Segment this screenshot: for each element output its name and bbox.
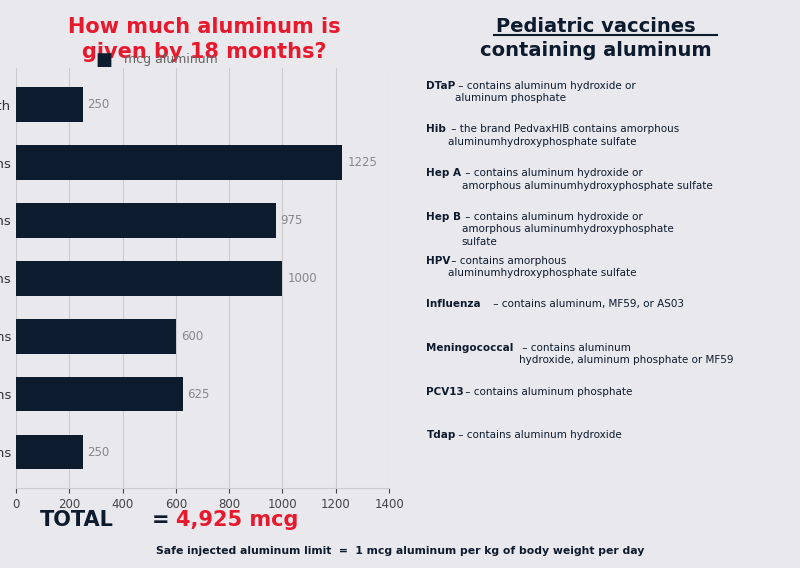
Text: Meningococcal: Meningococcal <box>426 343 514 353</box>
Text: 250: 250 <box>87 98 110 111</box>
Text: 600: 600 <box>181 329 203 343</box>
Text: 4,925 mcg: 4,925 mcg <box>176 509 298 530</box>
Text: Influenza: Influenza <box>426 299 481 310</box>
Text: PCV13: PCV13 <box>426 387 464 397</box>
Text: – contains amorphous
aluminumhydroxyphosphate sulfate: – contains amorphous aluminumhydroxyphos… <box>448 256 636 278</box>
Text: – contains aluminum, MF59, or AS03: – contains aluminum, MF59, or AS03 <box>490 299 684 310</box>
Text: Tdap: Tdap <box>426 431 456 440</box>
Bar <box>16 377 182 411</box>
Text: 1000: 1000 <box>287 272 317 285</box>
Text: How much aluminum is
given by 18 months?: How much aluminum is given by 18 months? <box>68 17 340 62</box>
Bar <box>16 319 176 354</box>
Text: ■: ■ <box>95 51 113 69</box>
Text: – contains aluminum hydroxide or
aluminum phosphate: – contains aluminum hydroxide or aluminu… <box>454 81 635 103</box>
Text: – contains aluminum hydroxide: – contains aluminum hydroxide <box>454 431 622 440</box>
Text: 975: 975 <box>281 214 303 227</box>
Text: – contains aluminum hydroxide or
amorphous aluminumhydroxyphosphate
sulfate: – contains aluminum hydroxide or amorpho… <box>462 212 674 247</box>
Text: Hib: Hib <box>426 124 446 135</box>
Bar <box>16 435 82 469</box>
Text: – contains aluminum
hydroxide, aluminum phosphate or MF59: – contains aluminum hydroxide, aluminum … <box>518 343 733 365</box>
Bar <box>16 261 282 296</box>
Text: 625: 625 <box>187 387 210 400</box>
Text: 1225: 1225 <box>347 156 377 169</box>
Text: HPV: HPV <box>426 256 450 266</box>
Text: Hep B: Hep B <box>426 212 462 222</box>
Bar <box>16 145 342 180</box>
Text: Safe injected aluminum limit  =  1 mcg aluminum per kg of body weight per day: Safe injected aluminum limit = 1 mcg alu… <box>156 546 644 556</box>
Text: DTaP: DTaP <box>426 81 456 91</box>
Text: – the brand PedvaxHIB contains amorphous
aluminumhydroxyphosphate sulfate: – the brand PedvaxHIB contains amorphous… <box>448 124 679 147</box>
Text: mcg aluminum: mcg aluminum <box>124 53 218 66</box>
Text: Pediatric vaccines
containing aluminum: Pediatric vaccines containing aluminum <box>480 17 712 60</box>
Text: – contains aluminum phosphate: – contains aluminum phosphate <box>462 387 632 397</box>
Text: – contains aluminum hydroxide or
amorphous aluminumhydroxyphosphate sulfate: – contains aluminum hydroxide or amorpho… <box>462 168 713 191</box>
Text: 250: 250 <box>87 445 110 458</box>
Bar <box>16 203 276 238</box>
Text: =: = <box>152 509 170 530</box>
Text: Hep A: Hep A <box>426 168 462 178</box>
Text: TOTAL: TOTAL <box>40 509 114 530</box>
Bar <box>16 87 82 122</box>
